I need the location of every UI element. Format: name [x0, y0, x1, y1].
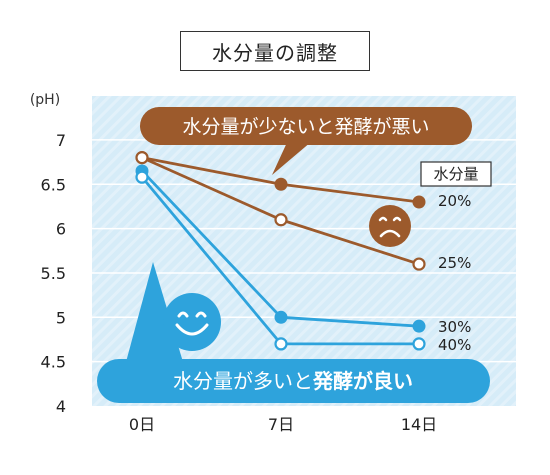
y-tick-label: 5.5 [41, 264, 66, 283]
x-tick-label: 7日 [268, 415, 294, 434]
y-tick-label: 6 [56, 220, 66, 239]
data-point [135, 170, 149, 184]
data-point [274, 177, 288, 191]
bad-fermentation-text: 水分量が少ないと発酵が悪い [182, 116, 429, 138]
series-40% [135, 170, 426, 351]
series-label: 30% [438, 318, 471, 336]
series-label: 20% [438, 192, 471, 210]
chart-title: 水分量の調整 [180, 31, 370, 71]
data-point [274, 337, 288, 351]
y-axis-label: (pH) [30, 92, 60, 108]
y-tick-label: 7 [56, 131, 66, 150]
data-point [274, 213, 288, 227]
data-point [412, 337, 426, 351]
series-label: 40% [438, 336, 471, 354]
data-point [412, 319, 426, 333]
data-point [412, 195, 426, 209]
data-point [135, 151, 149, 165]
legend-title: 水分量 [420, 161, 492, 187]
y-tick-label: 4 [56, 397, 66, 416]
good-fermentation-callout: 水分量が多いと発酵が良い [97, 262, 490, 403]
data-point [412, 257, 426, 271]
series-label: 25% [438, 254, 471, 272]
bad-fermentation-callout: 水分量が少ないと発酵が悪い [140, 107, 472, 175]
y-tick-label: 5 [56, 308, 66, 327]
y-tick-label: 4.5 [41, 353, 66, 372]
y-tick-label: 6.5 [41, 175, 66, 194]
series-25% [135, 151, 426, 271]
svg-text:水分量: 水分量 [433, 165, 478, 183]
sad-face-icon [369, 205, 411, 247]
x-tick-label: 14日 [401, 415, 437, 434]
data-point [274, 310, 288, 324]
good-fermentation-text: 水分量が多いと発酵が良い [173, 369, 413, 393]
x-tick-label: 0日 [129, 415, 155, 434]
smile-face-icon [163, 293, 221, 351]
